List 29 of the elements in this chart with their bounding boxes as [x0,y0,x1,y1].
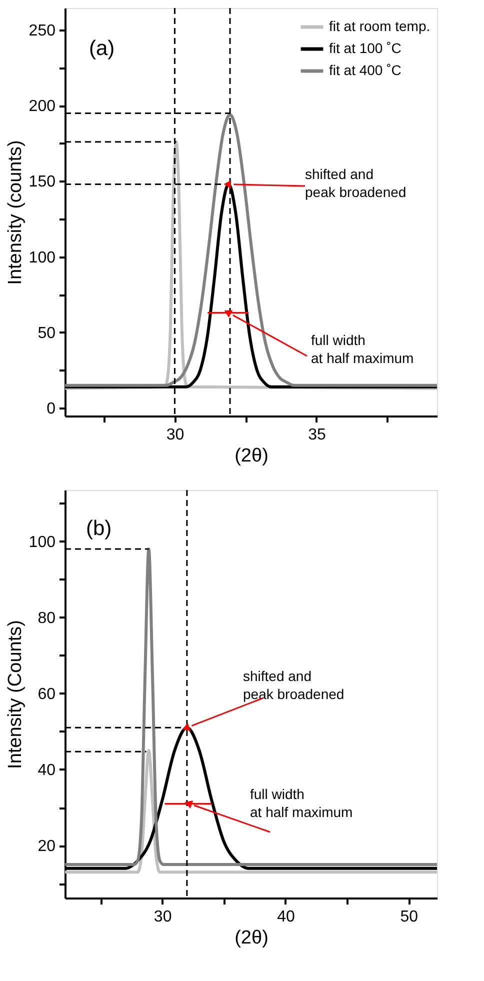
y-axis-title: Intensity (Counts) [4,620,26,769]
y-tick-label: 100 [28,249,56,266]
x-tick-label: 50 [400,908,418,926]
y-tick-label: 150 [28,174,56,191]
x-tick-label: 30 [154,908,172,926]
annotation: (a) [89,37,115,60]
annotation: (b) [86,517,112,540]
x-tick-label: 35 [308,426,326,444]
y-tick-label: 200 [28,98,56,116]
y-tick-label: 20 [38,838,56,856]
y-tick-label: 40 [38,762,56,779]
y-tick-label: 60 [38,686,56,703]
y-axis-title: Intensity (counts) [4,140,26,285]
x-tick-label: 40 [277,908,295,926]
y-tick-label: 100 [28,534,56,551]
annotation: full width at half maximum [311,332,414,366]
annotation: shifted and peak broadened [243,668,344,702]
annotation: shifted and peak broadened [305,166,406,200]
y-tick-label: 250 [28,22,56,40]
legend-label: fit at 100 ˚C [329,40,402,56]
annotation: full width at half maximum [250,786,353,820]
x-axis-title: (2θ) [234,446,268,466]
y-tick-label: 50 [38,324,56,342]
legend-label: fit at room temp. [329,18,430,34]
legend-label: fit at 400 ˚C [329,62,402,78]
y-tick-label: 80 [38,610,56,627]
y-tick-label: 0 [46,400,56,418]
x-tick-label: 30 [166,426,184,444]
x-axis-title: (2θ) [234,928,268,948]
